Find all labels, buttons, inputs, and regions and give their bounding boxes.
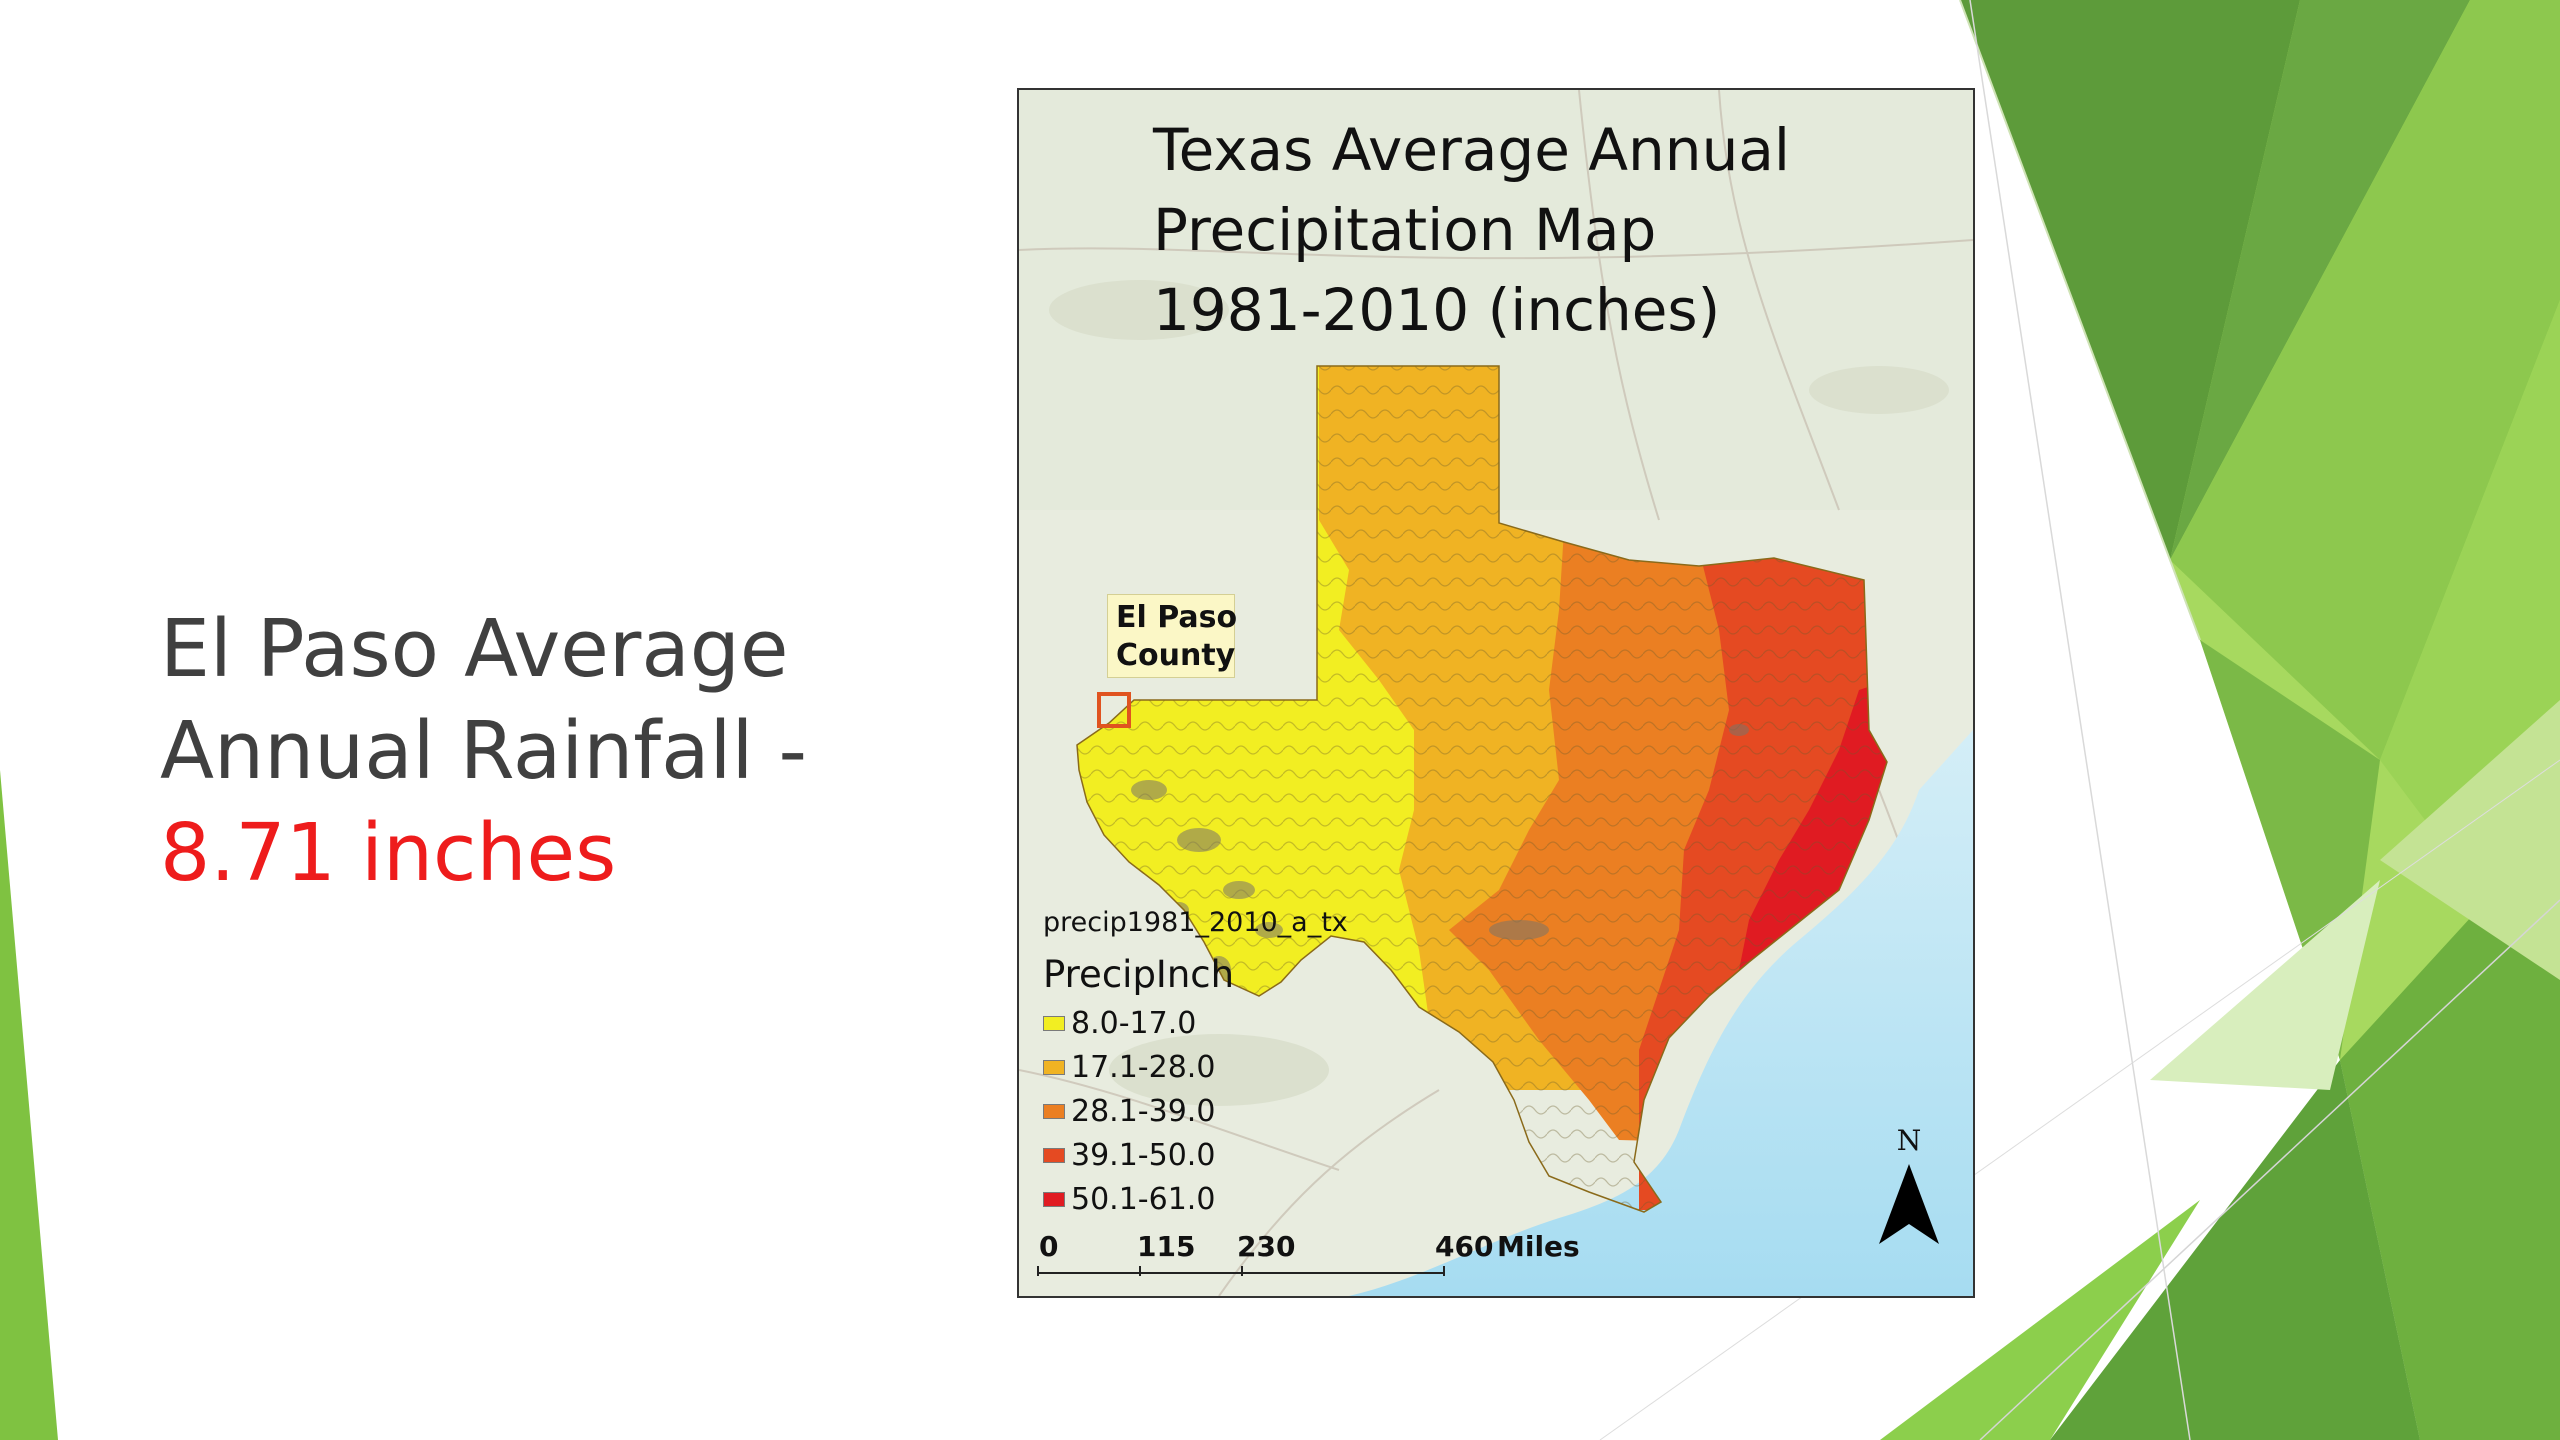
map-legend: precip1981_2010_a_tx PrecipInch 8.0-17.0… [1043, 905, 1463, 1221]
legend-swatch [1043, 1103, 1065, 1119]
map-title: Texas Average Annual Precipitation Map 1… [1153, 110, 1873, 350]
scale-tick-label: 460 [1435, 1230, 1494, 1263]
callout-line-1: El Paso [1116, 600, 1238, 635]
map-title-line-3: 1981-2010 (inches) [1153, 276, 1721, 344]
legend-label: 17.1-28.0 [1071, 1049, 1216, 1085]
north-arrow-icon [1879, 1164, 1939, 1244]
legend-swatch [1043, 1191, 1065, 1207]
scale-tick-label: 115 [1137, 1230, 1196, 1263]
legend-field-name: PrecipInch [1043, 953, 1235, 996]
north-arrow: N [1877, 1124, 1941, 1254]
scale-tick [1139, 1266, 1141, 1276]
map-title-line-2: Precipitation Map [1153, 196, 1657, 264]
legend-label: 50.1-61.0 [1071, 1181, 1216, 1217]
el-paso-county-marker [1097, 692, 1131, 728]
headline-line-2: Annual Rainfall - [160, 705, 808, 797]
map-canvas [1019, 90, 1973, 1296]
scale-bar: 0 115 230 460 Miles [1037, 1230, 1597, 1280]
legend-item: 28.1-39.0 [1043, 1089, 1463, 1133]
legend-label: 8.0-17.0 [1071, 1005, 1197, 1041]
north-label: N [1896, 1124, 1922, 1157]
legend-item: 39.1-50.0 [1043, 1133, 1463, 1177]
map-title-line-1: Texas Average Annual [1153, 116, 1790, 184]
scale-tick-label: 0 [1039, 1230, 1059, 1263]
legend-label: 28.1-39.0 [1071, 1093, 1216, 1129]
texas-precipitation-map: Texas Average Annual Precipitation Map 1… [1017, 88, 1975, 1298]
el-paso-county-callout: El Paso County [1107, 594, 1238, 678]
legend-layer-name: precip1981_2010_a_tx [1043, 907, 1348, 938]
scale-tick [1037, 1266, 1039, 1276]
headline-line-1: El Paso Average [160, 603, 789, 695]
scale-tick-label: 230 [1237, 1230, 1296, 1263]
legend-swatch [1043, 1059, 1065, 1075]
legend-item: 50.1-61.0 [1043, 1177, 1463, 1221]
legend-label: 39.1-50.0 [1071, 1137, 1216, 1173]
legend-swatch [1043, 1147, 1065, 1163]
scale-tick [1443, 1266, 1445, 1276]
legend-swatch [1043, 1015, 1065, 1031]
scale-unit: Miles [1497, 1230, 1580, 1263]
slide-headline: El Paso Average Annual Rainfall - 8.71 i… [160, 598, 920, 904]
callout-line-2: County [1116, 638, 1236, 673]
legend-item: 8.0-17.0 [1043, 1001, 1463, 1045]
rainfall-value: 8.71 inches [160, 807, 617, 899]
scale-tick [1241, 1266, 1243, 1276]
legend-item: 17.1-28.0 [1043, 1045, 1463, 1089]
